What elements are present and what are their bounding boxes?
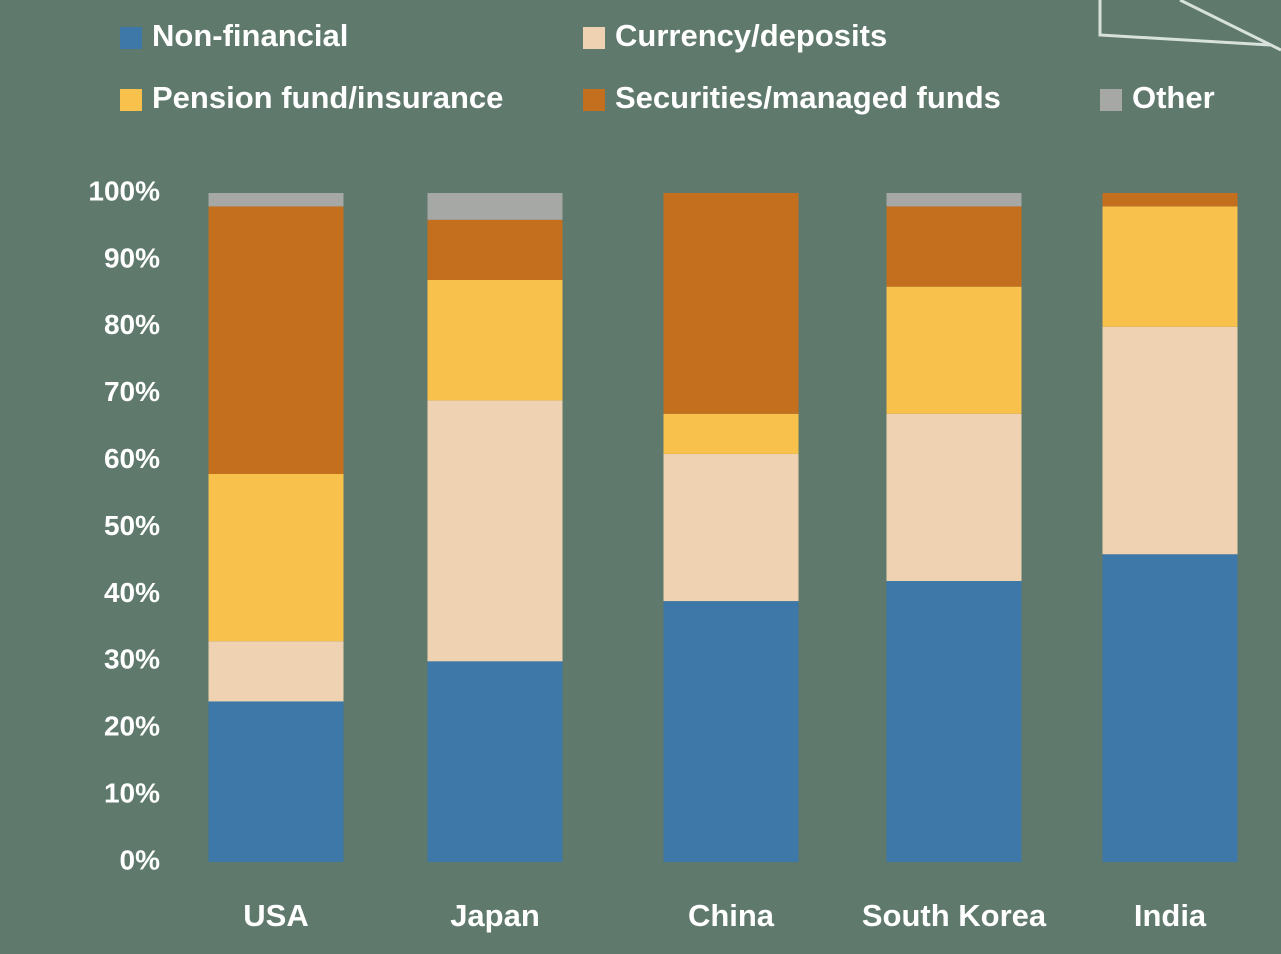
y-tick-label: 90% bbox=[104, 242, 160, 273]
bar-segment bbox=[208, 206, 344, 474]
bar-segment bbox=[886, 413, 1022, 582]
bar-segment bbox=[427, 661, 563, 862]
bar-segment bbox=[208, 701, 344, 862]
bar-segment bbox=[1102, 193, 1238, 207]
bar-segment bbox=[663, 413, 799, 454]
bar-segment bbox=[886, 193, 1022, 207]
y-tick-label: 50% bbox=[104, 510, 160, 541]
decoration bbox=[1098, 0, 1281, 52]
legend-label: Non-financial bbox=[152, 18, 348, 53]
bar-segment bbox=[886, 286, 1022, 414]
legend-label: Securities/managed funds bbox=[615, 80, 1001, 115]
legend-swatch bbox=[583, 89, 605, 111]
y-tick-label: 80% bbox=[104, 309, 160, 340]
y-tick-label: 20% bbox=[104, 711, 160, 742]
y-tick-label: 100% bbox=[88, 175, 160, 206]
x-tick-label: India bbox=[1134, 898, 1207, 933]
bar-segment bbox=[427, 400, 563, 662]
legend-swatch bbox=[1100, 89, 1122, 111]
bar-segment bbox=[1102, 326, 1238, 555]
y-tick-label: 60% bbox=[104, 443, 160, 474]
legend-swatch bbox=[120, 27, 142, 49]
y-tick-label: 40% bbox=[104, 577, 160, 608]
legend-label: Currency/deposits bbox=[615, 18, 887, 53]
legend-swatch bbox=[583, 27, 605, 49]
y-tick-label: 30% bbox=[104, 644, 160, 675]
y-tick-label: 70% bbox=[104, 376, 160, 407]
bar-segment bbox=[427, 279, 563, 401]
x-tick-label: Japan bbox=[450, 898, 540, 933]
bar-segment bbox=[427, 193, 563, 220]
bar-segment bbox=[886, 581, 1022, 862]
y-tick-label: 10% bbox=[104, 777, 160, 808]
bar-segment bbox=[886, 206, 1022, 287]
bar-segment bbox=[663, 601, 799, 862]
bar-segment bbox=[663, 193, 799, 414]
x-tick-label: USA bbox=[243, 898, 308, 933]
bar-segment bbox=[208, 473, 344, 642]
bar-segment bbox=[1102, 554, 1238, 862]
bar-segment bbox=[208, 193, 344, 207]
bar-segment bbox=[663, 453, 799, 602]
bar-segment bbox=[1102, 206, 1238, 327]
x-tick-label: China bbox=[688, 898, 775, 933]
legend-label: Other bbox=[1132, 80, 1215, 115]
y-tick-label: 0% bbox=[120, 844, 161, 875]
bar-segment bbox=[208, 641, 344, 702]
bar-segment bbox=[427, 219, 563, 280]
legend-label: Pension fund/insurance bbox=[152, 80, 503, 115]
x-tick-label: South Korea bbox=[862, 898, 1047, 933]
legend-swatch bbox=[120, 89, 142, 111]
